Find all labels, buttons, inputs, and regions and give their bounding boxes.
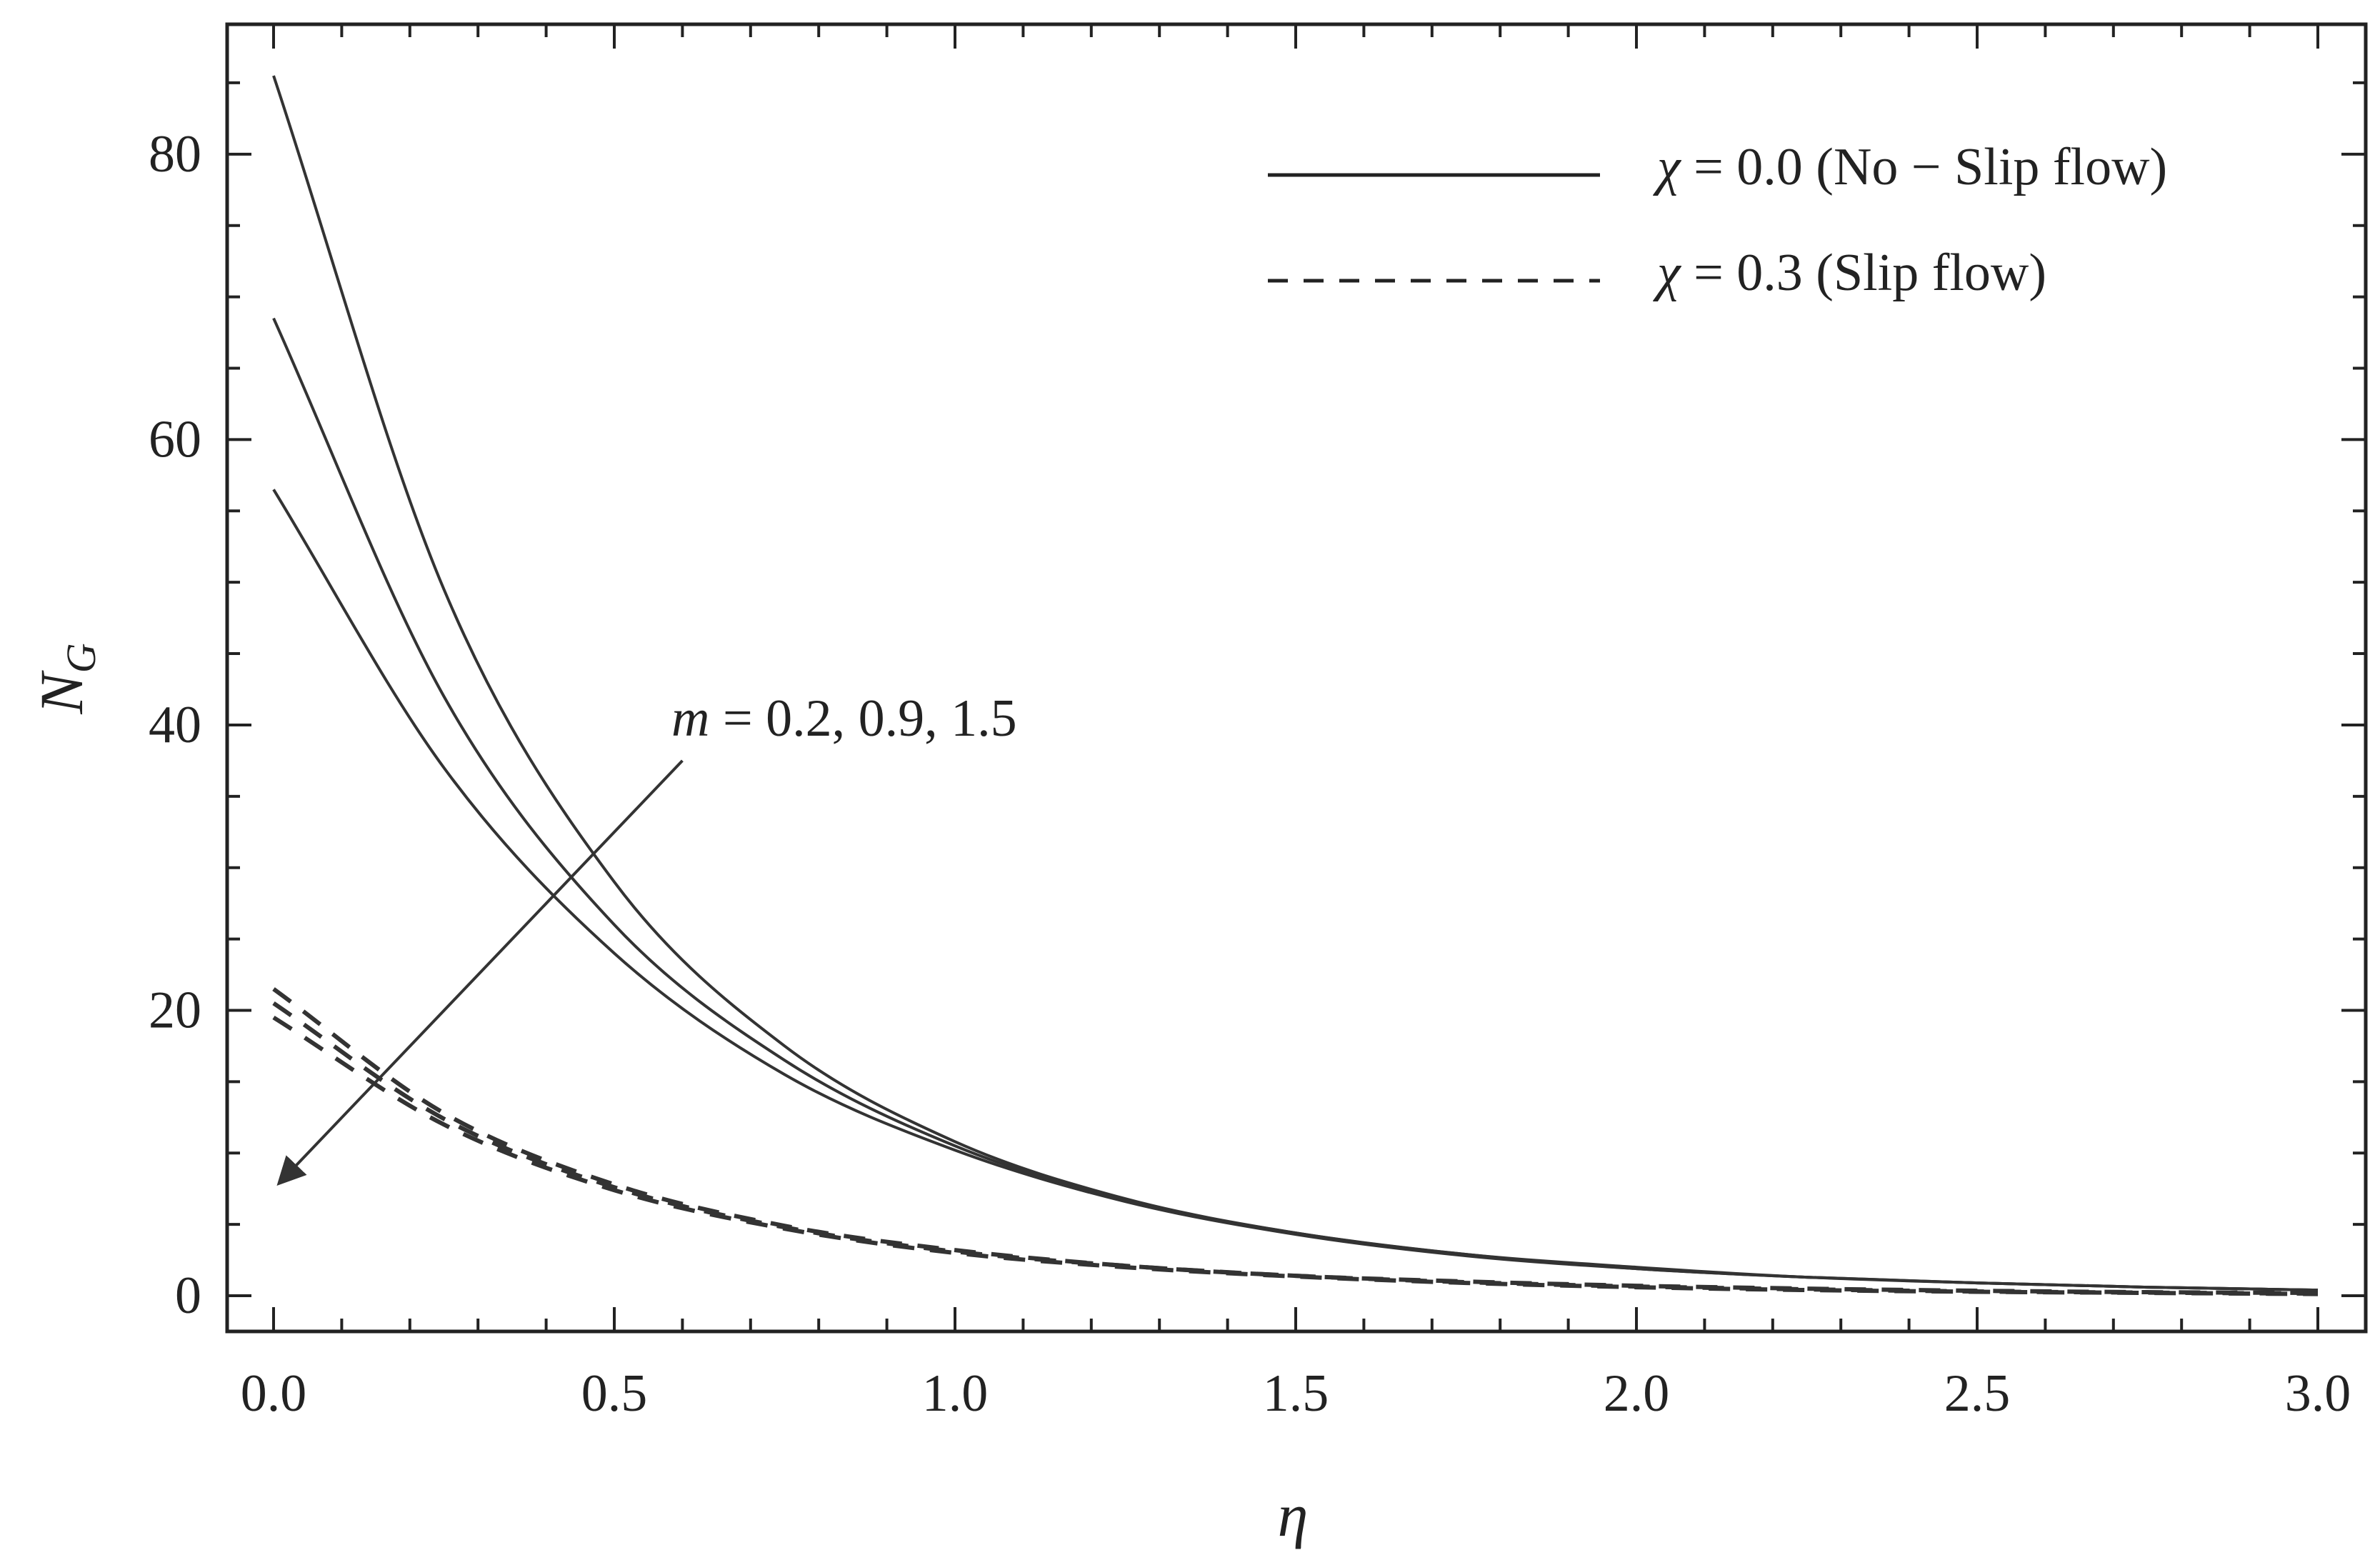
y-tick-label: 0 [175,1266,201,1325]
y-tick-label: 20 [149,981,201,1039]
series-line-5-dashed [272,1001,2319,1296]
series-line-4-dashed [272,987,2319,1296]
y-axis: 0 20 40 60 80 [149,81,2366,1325]
plot-frame [225,22,2368,1334]
x-tick-label: 1.0 [922,1364,989,1423]
x-tick-label: 2.0 [1604,1364,1670,1423]
series-line-2-solid [272,317,2319,1292]
annotation-label: m = 0.2, 0.9, 1.5 [671,689,1017,748]
legend-entry-slip: χ = 0.3 (Slip flow) [1653,244,2046,302]
y-tick-label: 80 [149,125,201,184]
x-tick-label: 0.0 [241,1364,307,1423]
series-group [272,75,2319,1296]
y-tick-label: 60 [149,410,201,469]
x-tick-label: 1.5 [1263,1364,1329,1423]
x-axis-label: η [1278,1481,1309,1549]
x-tick-label: 0.5 [581,1364,648,1423]
arrow-line [276,759,684,1186]
parameter-arrow [276,759,684,1186]
legend-entry-no-slip: χ = 0.0 (No − Slip flow) [1653,138,2167,196]
series-line-6-dashed [272,1015,2319,1296]
y-tick-label: 40 [149,696,201,754]
y-axis-label: NG [27,643,104,714]
x-tick-label: 3.0 [2285,1364,2351,1423]
legend: χ = 0.0 (No − Slip flow) χ = 0.3 (Slip f… [1268,138,2167,302]
series-line-3-solid [272,489,2319,1292]
x-tick-label: 2.5 [1944,1364,2011,1423]
x-axis: 0.0 0.5 1.0 1.5 2.0 2.5 3.0 [241,24,2351,1423]
